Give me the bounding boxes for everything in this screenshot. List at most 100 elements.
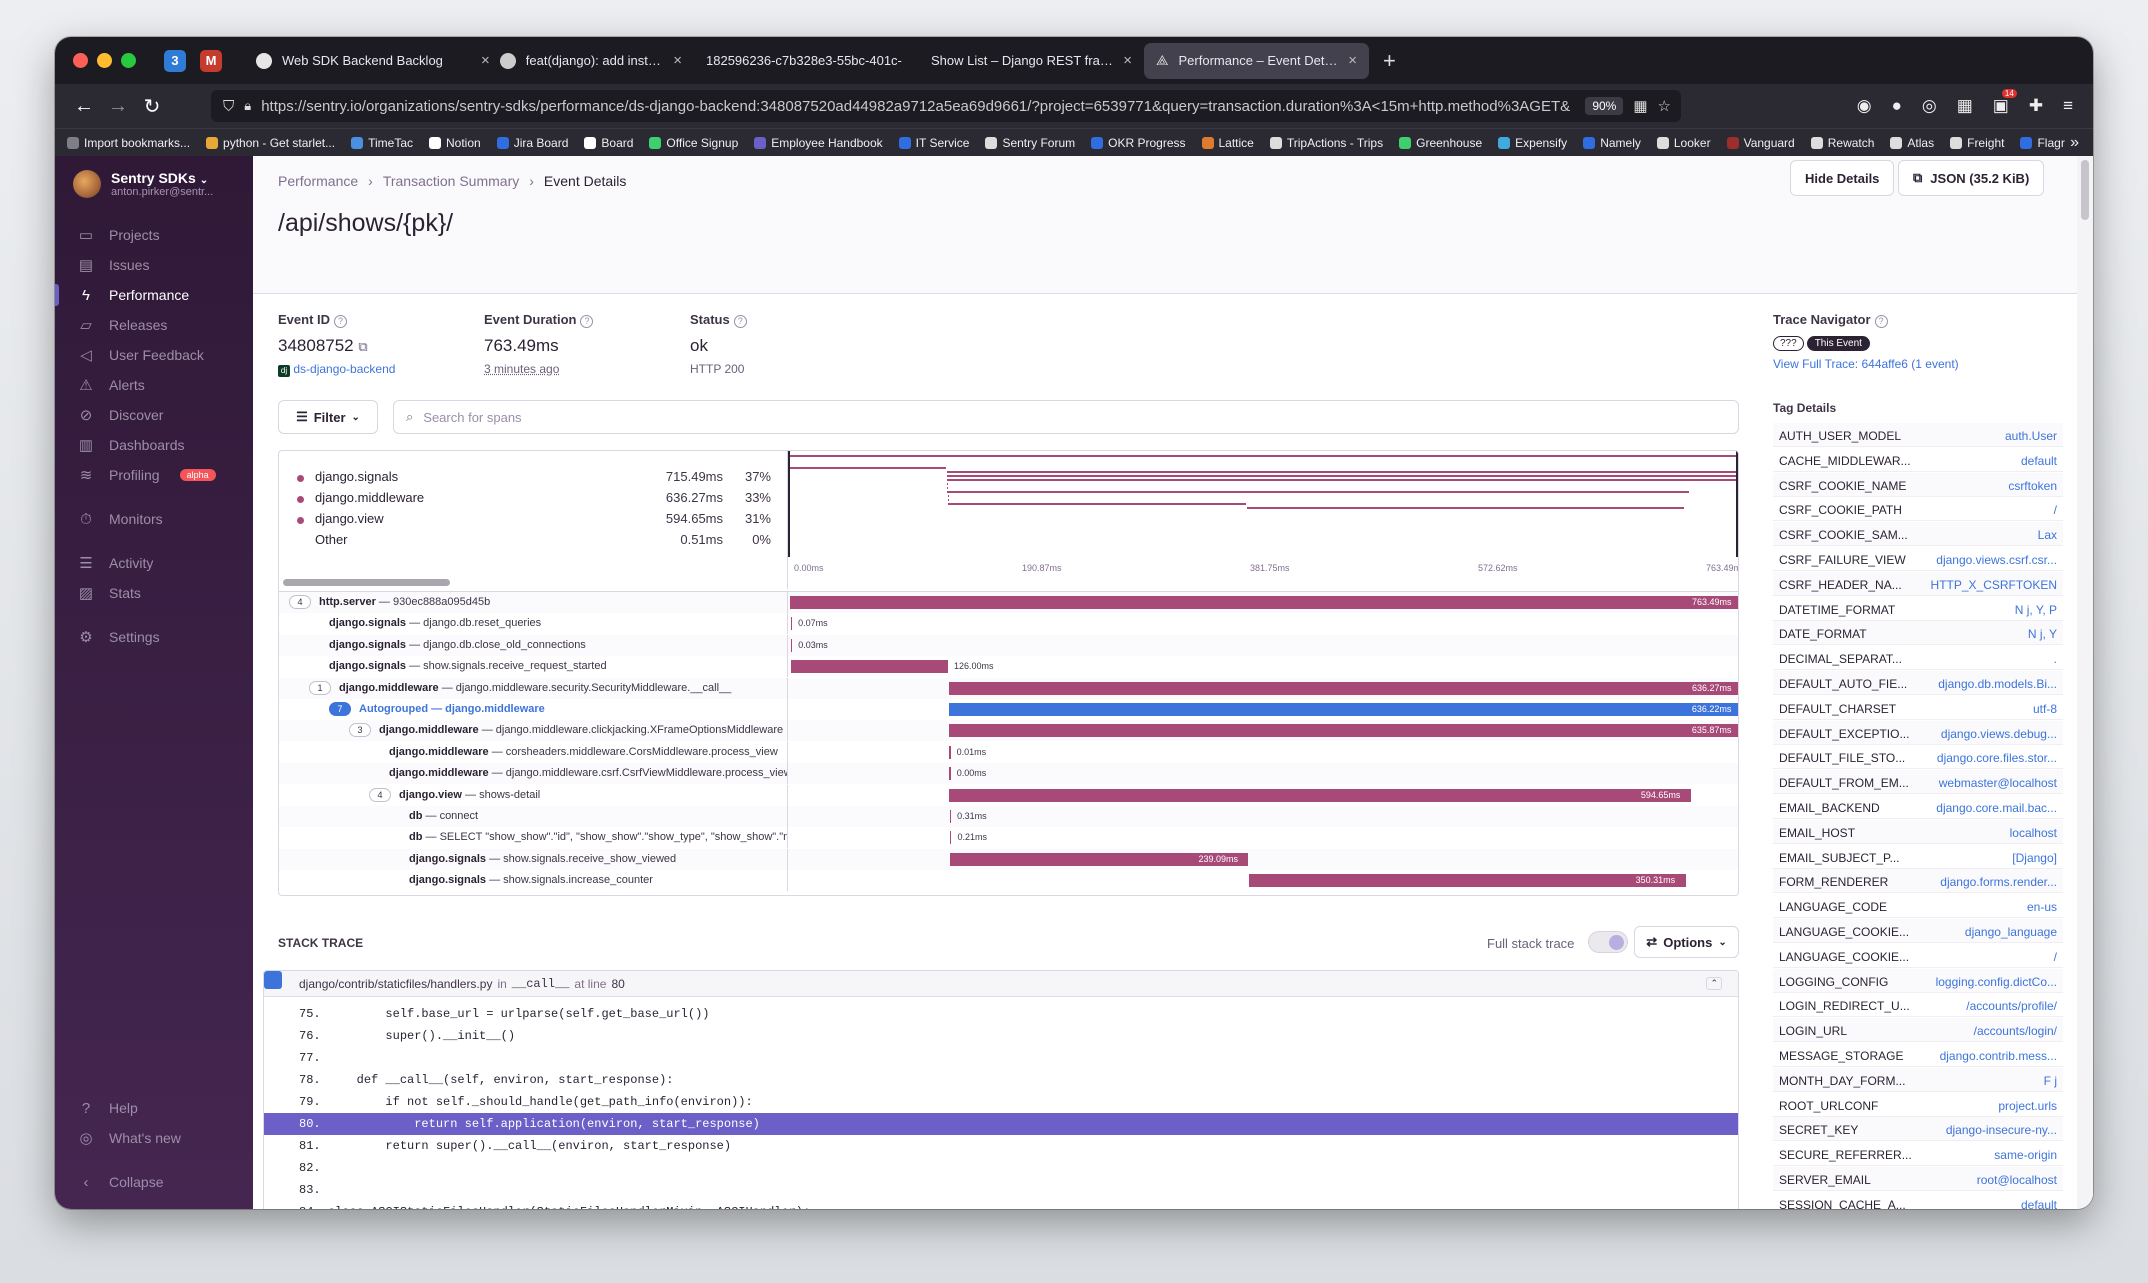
- span-row[interactable]: django.middleware — django.middleware.cs…: [279, 763, 1738, 785]
- tag-row[interactable]: DEFAULT_AUTO_FIE... django.db.models.Bi..…: [1773, 671, 2063, 695]
- span-bar[interactable]: [790, 638, 793, 652]
- span-bar[interactable]: [790, 596, 1738, 609]
- trace-node-unknown[interactable]: ???: [1773, 336, 1804, 351]
- browser-tab-active[interactable]: ⟁ Performance – Event Details – se ×: [1144, 42, 1369, 79]
- scrollbar-thumb[interactable]: [2081, 160, 2089, 220]
- tag-value[interactable]: same-origin: [1994, 1148, 2057, 1163]
- tag-row[interactable]: SESSION_CACHE_A... default: [1773, 1192, 2063, 1209]
- close-tab-icon[interactable]: ×: [673, 52, 682, 69]
- lock-icon[interactable]: 🔒︎: [244, 98, 252, 113]
- tag-row[interactable]: CSRF_FAILURE_VIEW django.views.csrf.csr..…: [1773, 547, 2063, 571]
- span-bar[interactable]: [790, 617, 793, 631]
- close-tab-icon[interactable]: ×: [481, 52, 490, 69]
- span-row[interactable]: 1 django.middleware — django.middleware.s…: [279, 677, 1738, 699]
- bookmark-item[interactable]: Import bookmarks...: [67, 136, 190, 150]
- page-scrollbar[interactable]: [2077, 156, 2093, 1209]
- account-icon[interactable]: ●: [1891, 96, 1902, 115]
- close-tab-icon[interactable]: ×: [1123, 52, 1132, 69]
- span-bar[interactable]: [790, 660, 948, 674]
- tag-value[interactable]: django.core.mail.bac...: [1936, 801, 2057, 815]
- tag-value[interactable]: localhost: [2009, 825, 2057, 840]
- bookmark-item[interactable]: OKR Progress: [1091, 136, 1186, 150]
- bookmark-item[interactable]: Expensify: [1498, 136, 1567, 150]
- notifications-icon[interactable]: ▣ 14: [1993, 89, 2017, 116]
- span-children-count-badge[interactable]: 3: [349, 723, 371, 738]
- tag-value[interactable]: [Django]: [2012, 850, 2057, 865]
- span-children-count-badge[interactable]: 4: [289, 595, 311, 609]
- span-row[interactable]: django.signals — show.signals.receive_sh…: [279, 848, 1738, 870]
- tag-row[interactable]: LANGUAGE_CODE en-us: [1773, 894, 2063, 919]
- minimap-left-handle[interactable]: [788, 451, 792, 557]
- span-bar[interactable]: [949, 767, 951, 781]
- bookmark-item[interactable]: Namely: [1583, 136, 1641, 150]
- sidebar-item-help[interactable]: ? Help: [55, 1093, 253, 1123]
- tag-value[interactable]: en-us: [2026, 900, 2057, 915]
- tag-value[interactable]: webmaster@localhost: [1938, 776, 2057, 791]
- tag-value[interactable]: root@localhost: [1976, 1173, 2057, 1187]
- stack-frame-header[interactable]: django/contrib/staticfiles/handlers.py i…: [264, 971, 1738, 997]
- url-text[interactable]: https://sentry.io/organizations/sentry-s…: [261, 97, 1571, 115]
- tag-value[interactable]: auth.User: [2004, 429, 2057, 443]
- span-bar[interactable]: [949, 788, 1691, 802]
- help-icon[interactable]: ?: [1874, 315, 1888, 328]
- sidebar-item-performance[interactable]: ϟ Performance: [55, 280, 253, 310]
- menu-icon[interactable]: ≡: [2063, 96, 2073, 115]
- horizontal-scrollbar[interactable]: [279, 575, 788, 589]
- bookmark-item[interactable]: TripActions - Trips: [1269, 136, 1383, 150]
- tag-row[interactable]: SERVER_EMAIL root@localhost: [1773, 1167, 2063, 1191]
- bookmark-item[interactable]: Freight: [1950, 136, 2004, 150]
- span-bar[interactable]: [950, 852, 1249, 866]
- sidebar-item-profiling[interactable]: ≋ Profiling alpha: [55, 460, 253, 490]
- tag-value[interactable]: django.db.models.Bi...: [1938, 677, 2057, 691]
- tag-row[interactable]: LOGIN_REDIRECT_U... /accounts/profile/: [1773, 993, 2063, 1018]
- tag-value[interactable]: project.urls: [1998, 1098, 2057, 1113]
- bookmark-item[interactable]: Sentry Forum: [985, 136, 1075, 150]
- copy-icon[interactable]: ⧉: [358, 339, 368, 354]
- span-bar[interactable]: [1248, 874, 1686, 888]
- sidebar-item-activity[interactable]: ☰ Activity: [55, 548, 253, 578]
- bookmark-star-icon[interactable]: ☆: [1657, 98, 1671, 115]
- span-children-count-badge[interactable]: 4: [369, 787, 391, 802]
- sidebar-item-whats-new[interactable]: ◎ What's new: [55, 1123, 253, 1153]
- sidebar-item-projects[interactable]: ▭ Projects: [55, 220, 253, 250]
- bookmarks-overflow-icon[interactable]: »: [2070, 133, 2079, 151]
- forward-icon[interactable]: →: [108, 94, 128, 117]
- bookmark-item[interactable]: Greenhouse: [1399, 136, 1482, 150]
- tag-value[interactable]: django.views.debug...: [1940, 726, 2057, 741]
- tag-value[interactable]: /: [2053, 503, 2057, 518]
- trace-node-this-event[interactable]: This Event: [1806, 336, 1870, 351]
- sidebar-item-monitors[interactable]: ⏱ Monitors: [55, 504, 253, 534]
- tag-value[interactable]: logging.config.dictCo...: [1935, 974, 2057, 989]
- back-icon[interactable]: ←: [74, 94, 94, 117]
- tag-row[interactable]: FORM_RENDERER django.forms.render...: [1773, 869, 2063, 894]
- tag-row[interactable]: EMAIL_SUBJECT_P... [Django]: [1773, 845, 2063, 869]
- span-row[interactable]: 4 django.view — shows-detail 594.65ms: [279, 784, 1738, 806]
- tag-value[interactable]: HTTP_X_CSRFTOKEN: [1930, 577, 2057, 592]
- breadcrumb-transaction-summary[interactable]: Transaction Summary: [382, 173, 520, 189]
- span-row[interactable]: 3 django.middleware — django.middleware.c…: [279, 720, 1738, 742]
- bookmark-item[interactable]: Vanguard: [1726, 136, 1795, 150]
- tag-row[interactable]: DECIMAL_SEPARAT....: [1773, 646, 2063, 671]
- span-row[interactable]: django.signals — show.signals.increase_c…: [279, 870, 1738, 892]
- bookmark-item[interactable]: python - Get starlet...: [206, 136, 335, 150]
- bookmark-item[interactable]: Rewatch: [1810, 136, 1874, 150]
- span-bar[interactable]: [949, 831, 952, 845]
- tag-value[interactable]: /: [2053, 949, 2057, 964]
- tag-value[interactable]: N j, Y: [2027, 627, 2057, 642]
- sidebar-item-releases[interactable]: ▱ Releases: [55, 310, 253, 340]
- span-row[interactable]: 7 Autogrouped — django.middleware 636.22ms: [279, 699, 1738, 720]
- span-row[interactable]: django.signals — show.signals.receive_re…: [279, 656, 1738, 678]
- tag-row[interactable]: CSRF_COOKIE_PATH /: [1773, 497, 2063, 522]
- bookmark-item[interactable]: Notion: [429, 136, 481, 150]
- zoom-level[interactable]: 90%: [1585, 97, 1624, 115]
- tag-value[interactable]: default: [2020, 1197, 2057, 1209]
- tag-value[interactable]: F j: [2043, 1073, 2057, 1088]
- tag-value[interactable]: django.core.files.stor...: [1936, 751, 2057, 766]
- span-row[interactable]: db — SELECT "show_show"."id", "show_show…: [279, 827, 1738, 849]
- span-row[interactable]: db — connect 0.31ms: [279, 806, 1738, 827]
- tag-value[interactable]: utf-8: [2032, 701, 2057, 716]
- tag-row[interactable]: MONTH_DAY_FORM... F j: [1773, 1067, 2063, 1092]
- filter-button[interactable]: ☰ Filter ⌄: [278, 400, 378, 434]
- reload-icon[interactable]: ↻: [143, 95, 161, 118]
- full-stack-trace-toggle[interactable]: [1588, 931, 1628, 953]
